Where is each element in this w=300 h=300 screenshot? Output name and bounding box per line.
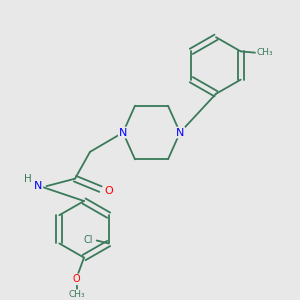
Text: O: O	[104, 186, 113, 196]
Text: N: N	[176, 128, 184, 137]
Text: N: N	[34, 181, 42, 190]
Text: O: O	[73, 274, 80, 284]
Text: H: H	[24, 174, 32, 184]
Text: CH₃: CH₃	[256, 48, 273, 57]
Text: Cl: Cl	[84, 236, 93, 245]
Text: N: N	[119, 128, 127, 137]
Text: CH₃: CH₃	[68, 290, 85, 299]
